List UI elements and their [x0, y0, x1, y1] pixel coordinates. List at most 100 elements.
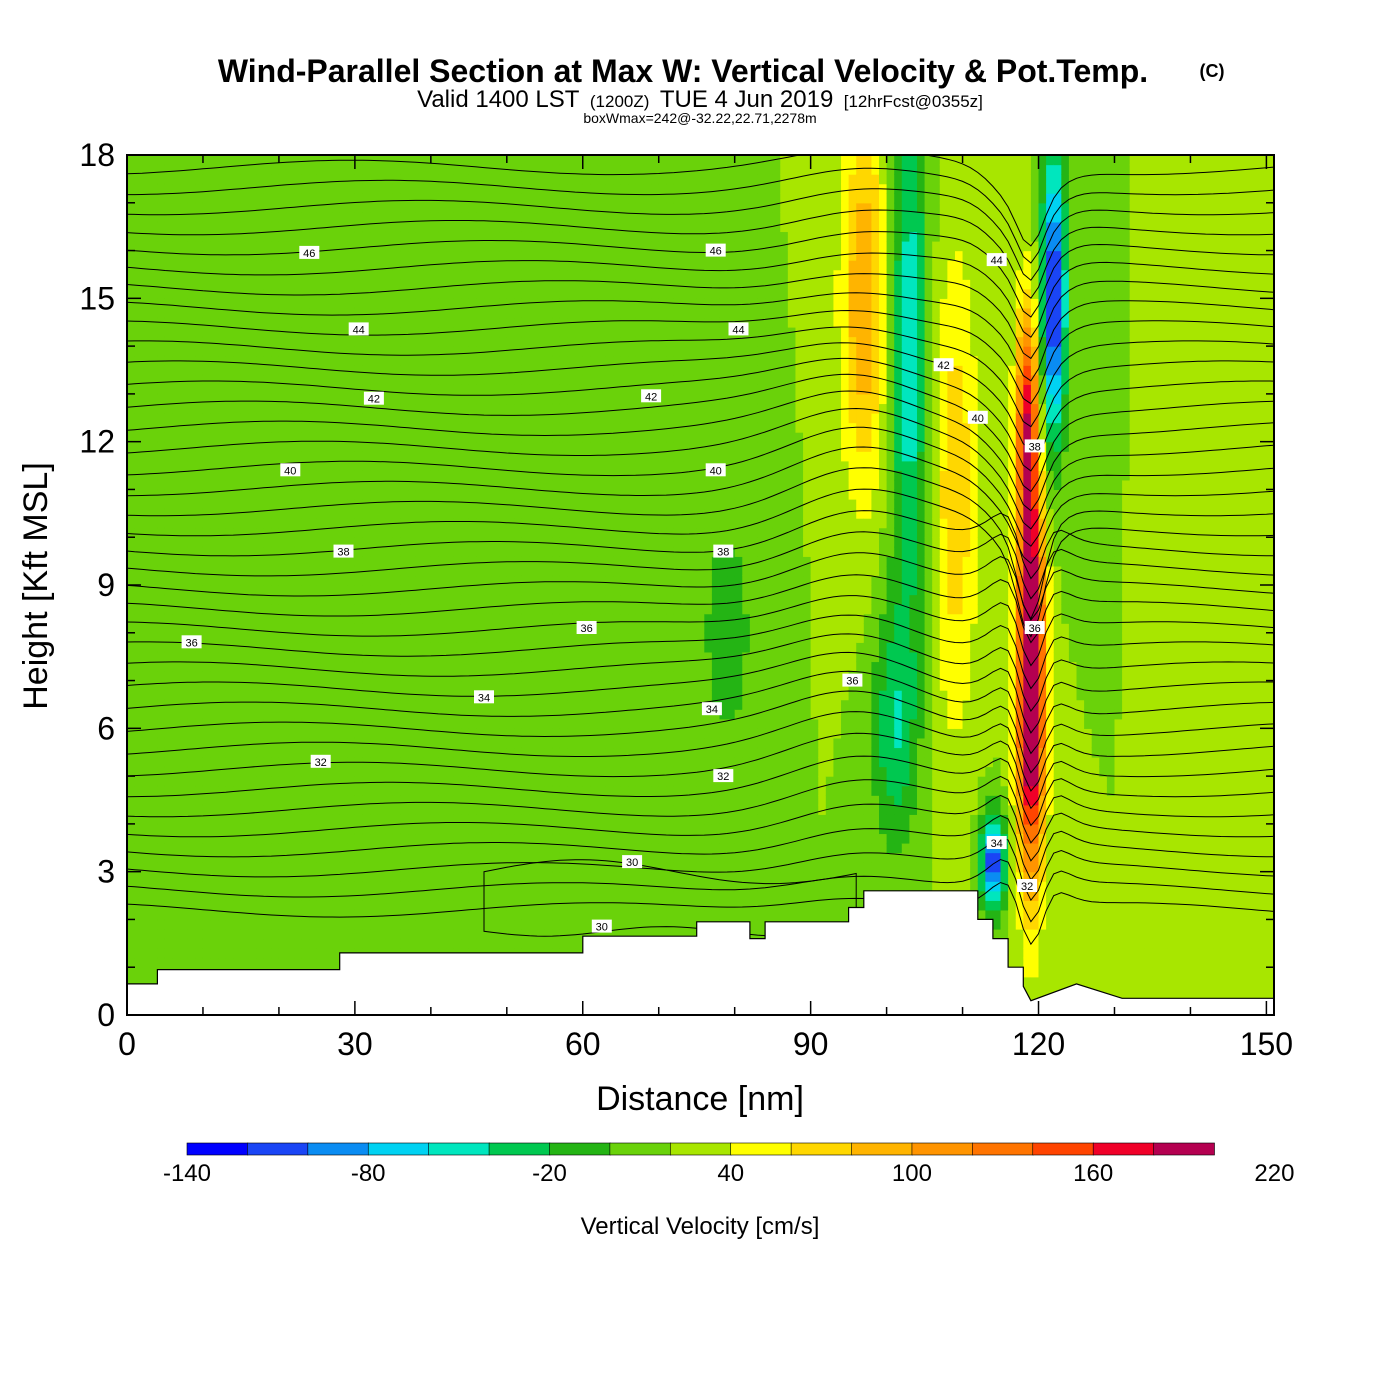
velocity-cell: [127, 499, 136, 510]
velocity-cell: [370, 355, 379, 366]
velocity-cell: [164, 393, 174, 405]
velocity-cell: [484, 212, 493, 223]
velocity-cell: [180, 785, 189, 796]
velocity-cell: [430, 260, 440, 271]
velocity-cell: [392, 728, 402, 739]
velocity-cell: [461, 489, 470, 500]
velocity-cell: [506, 183, 515, 194]
velocity-cell: [172, 298, 181, 309]
velocity-cell: [195, 823, 204, 835]
velocity-cell: [453, 556, 462, 567]
velocity-cell: [339, 307, 348, 319]
velocity-cell: [127, 174, 136, 185]
velocity-cell: [309, 202, 318, 213]
velocity-cell: [491, 671, 500, 682]
velocity-cell: [408, 212, 417, 223]
velocity-cell: [476, 785, 485, 796]
velocity-cell: [134, 948, 143, 959]
velocity-cell: [339, 527, 348, 538]
velocity-cell: [248, 900, 257, 911]
velocity-cell: [438, 212, 447, 223]
velocity-cell: [149, 680, 158, 691]
velocity-cell: [461, 737, 470, 749]
velocity-cell: [202, 632, 212, 643]
velocity-cell: [446, 183, 455, 194]
velocity-cell: [316, 212, 326, 223]
velocity-cell: [149, 823, 158, 835]
velocity-cell: [453, 871, 462, 882]
velocity-cell: [324, 919, 333, 930]
velocity-cell: [134, 890, 143, 901]
velocity-cell: [339, 843, 348, 854]
velocity-cell: [225, 527, 234, 538]
velocity-cell: [164, 680, 174, 691]
velocity-cell: [195, 919, 204, 930]
velocity-cell: [339, 565, 348, 577]
velocity-cell: [233, 336, 242, 347]
velocity-cell: [506, 221, 515, 233]
velocity-cell: [149, 470, 158, 481]
velocity-cell: [430, 499, 440, 510]
velocity-cell: [484, 938, 493, 949]
velocity-cell: [210, 346, 219, 357]
velocity-cell: [484, 470, 493, 481]
velocity-cell: [263, 556, 272, 567]
velocity-cell: [339, 585, 348, 596]
velocity-cell: [286, 479, 295, 491]
velocity-cell: [529, 680, 538, 691]
velocity-cell: [195, 193, 204, 204]
velocity-cell: [423, 546, 432, 557]
velocity-cell: [134, 384, 143, 395]
velocity-cell: [164, 757, 174, 768]
velocity-cell: [521, 623, 531, 634]
velocity-cell: [301, 929, 310, 940]
velocity-cell: [339, 432, 348, 443]
velocity-cell: [529, 852, 538, 863]
velocity-cell: [164, 795, 174, 806]
velocity-cell: [468, 288, 478, 299]
velocity-cell: [263, 374, 272, 385]
velocity-cell: [240, 537, 250, 548]
velocity-cell: [248, 174, 257, 185]
velocity-cell: [324, 260, 333, 271]
velocity-cell: [529, 241, 538, 252]
velocity-cell: [468, 212, 478, 223]
velocity-cell: [332, 833, 341, 844]
velocity-cell: [476, 909, 485, 921]
velocity-cell: [218, 403, 227, 414]
velocity-cell: [453, 795, 462, 806]
velocity-cell: [537, 470, 546, 481]
velocity-cell: [385, 690, 394, 701]
velocity-cell: [423, 393, 432, 405]
velocity-cell: [309, 565, 318, 577]
velocity-cell: [324, 929, 333, 940]
velocity-cell: [301, 441, 310, 452]
velocity-cell: [142, 231, 151, 242]
velocity-cell: [142, 451, 151, 462]
velocity-cell: [142, 728, 151, 739]
velocity-cell: [301, 900, 310, 911]
velocity-cell: [521, 441, 531, 452]
velocity-cell: [461, 518, 470, 529]
velocity-cell: [149, 164, 158, 175]
velocity-cell: [316, 518, 326, 529]
velocity-cell: [446, 823, 455, 835]
velocity-cell: [400, 317, 409, 328]
velocity-cell: [271, 785, 280, 796]
velocity-cell: [506, 307, 515, 319]
velocity-cell: [134, 575, 143, 586]
velocity-cell: [142, 164, 151, 175]
velocity-cell: [514, 833, 523, 844]
velocity-cell: [301, 833, 310, 844]
velocity-cell: [400, 900, 409, 911]
velocity-cell: [430, 365, 440, 376]
velocity-cell: [408, 747, 417, 758]
velocity-cell: [468, 393, 478, 405]
velocity-cell: [408, 623, 417, 634]
velocity-cell: [225, 374, 234, 385]
velocity-cell: [362, 919, 371, 930]
velocity-cell: [347, 919, 356, 930]
velocity-cell: [294, 814, 303, 825]
velocity-cell: [377, 202, 386, 213]
velocity-cell: [476, 843, 485, 854]
